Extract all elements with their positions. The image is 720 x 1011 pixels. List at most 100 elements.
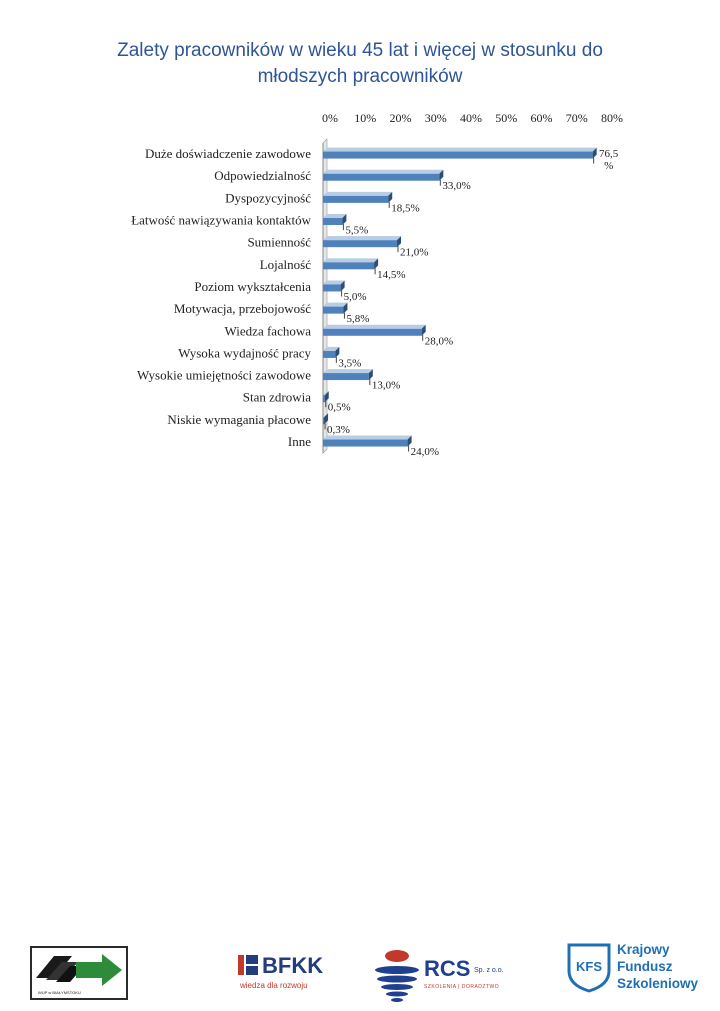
category-label: Poziom wykształcenia xyxy=(194,279,311,294)
bar-side-face xyxy=(421,324,426,336)
bar-top-face xyxy=(323,369,373,374)
bar xyxy=(323,262,375,270)
x-tick-label: 20% xyxy=(390,111,412,125)
bar-top-face xyxy=(323,214,347,219)
kfs-logo: KFS Krajowy Fundusz Szkoleniowy xyxy=(565,941,698,998)
axis-wall xyxy=(322,138,328,454)
bar-side-face xyxy=(340,280,345,292)
bar xyxy=(323,306,344,314)
data-label: 3,5% xyxy=(338,357,361,369)
bar xyxy=(323,240,398,248)
data-label: 21,0% xyxy=(400,247,428,259)
x-tick-label: 60% xyxy=(531,111,553,125)
bar-top-face xyxy=(323,280,345,285)
bar-side-face xyxy=(342,214,347,226)
wup-logo-text: WUP w BIAŁYMSTOKU xyxy=(38,990,81,995)
bar-top-face xyxy=(323,302,348,307)
kfs-line-1: Krajowy xyxy=(617,942,670,957)
bar-side-face xyxy=(324,391,329,403)
data-label: 0,3% xyxy=(327,424,350,436)
bar-side-face xyxy=(397,236,402,248)
category-label: Łatwość nawiązywania kontaktów xyxy=(131,213,311,228)
bar-side-face xyxy=(335,346,340,358)
data-label: 5,5% xyxy=(345,225,368,237)
footer-logos: WUP w BIAŁYMSTOKU BFKK wiedza dla rozwoj… xyxy=(0,468,720,1002)
data-label: 5,8% xyxy=(346,313,369,325)
rcs-tagline: SZKOLENIA | DORADZTWO xyxy=(424,984,500,990)
data-label: % xyxy=(604,160,613,172)
bar-top-face xyxy=(323,191,393,196)
category-label: Wysoka wydajność pracy xyxy=(178,345,311,360)
x-tick-label: 0% xyxy=(322,111,338,125)
bar-side-face xyxy=(407,435,412,447)
kfs-line-2: Fundusz xyxy=(617,959,673,974)
bar xyxy=(323,173,440,181)
x-tick-label: 40% xyxy=(460,111,482,125)
bfkk-name: BFKK xyxy=(262,953,324,978)
category-label: Lojalność xyxy=(260,257,311,272)
chart-title-line-2: młodszych pracowników xyxy=(257,66,463,87)
data-label: 76,5 xyxy=(599,148,619,160)
data-label: 18,5% xyxy=(391,202,419,214)
bar-side-face xyxy=(374,258,379,270)
x-tick-label: 50% xyxy=(495,111,517,125)
bar-top-face xyxy=(323,346,340,351)
category-label: Odpowiedzialność xyxy=(214,168,311,183)
data-label: 13,0% xyxy=(372,380,400,392)
x-tick-label: 10% xyxy=(354,111,376,125)
category-label: Dyspozycyjność xyxy=(225,190,311,205)
data-label: 33,0% xyxy=(442,180,470,192)
wup-logo-graphic: WUP w BIAŁYMSTOKU xyxy=(36,954,122,995)
data-label: 28,0% xyxy=(425,335,453,347)
bar xyxy=(323,218,343,226)
bar xyxy=(323,350,336,358)
bar-top-face xyxy=(323,413,329,418)
rcs-name: RCS xyxy=(424,956,471,981)
bar-side-face xyxy=(343,302,348,314)
wup-logo: WUP w BIAŁYMSTOKU xyxy=(30,946,128,1000)
x-tick-label: 70% xyxy=(566,111,588,125)
bar-side-face xyxy=(439,169,444,181)
bar-top-face xyxy=(323,147,597,152)
bar-top-face xyxy=(323,169,444,174)
bar-side-face xyxy=(324,413,329,425)
chart-title-line-1: Zalety pracowników w wieku 45 lat i więc… xyxy=(117,40,603,61)
data-label: 24,0% xyxy=(411,446,439,458)
bar-top-face xyxy=(323,391,329,396)
bar xyxy=(323,284,341,292)
rcs-suffix: Sp. z o.o. xyxy=(474,967,504,974)
data-label: 5,0% xyxy=(344,291,367,303)
category-label: Wiedza fachowa xyxy=(225,323,312,338)
category-label: Motywacja, przebojowość xyxy=(174,301,311,316)
x-tick-label: 30% xyxy=(425,111,447,125)
bar-top-face xyxy=(323,435,412,440)
rcs-logo: RCS Sp. z o.o. SZKOLENIA | DORADZTWO xyxy=(372,946,504,1011)
bar xyxy=(323,395,325,403)
bar xyxy=(323,373,369,381)
bfkk-mark-icon xyxy=(238,955,258,975)
category-label: Sumienność xyxy=(247,235,311,250)
bar-top-face xyxy=(323,324,426,329)
bar-side-face xyxy=(388,191,393,203)
kfs-badge-text: KFS xyxy=(576,959,602,974)
bar-top-face xyxy=(323,258,379,263)
x-tick-label: 80% xyxy=(601,111,623,125)
kfs-line-3: Szkoleniowy xyxy=(617,976,699,991)
data-label: 14,5% xyxy=(377,269,405,281)
category-label: Duże doświadczenie zawodowe xyxy=(145,146,311,161)
data-label: 0,5% xyxy=(328,402,351,414)
bar-chart: 0% 10% 20% 30% 40% 50% 60% 70% 80% Duże doświadcz… xyxy=(131,111,623,458)
bar-side-face xyxy=(368,369,373,381)
category-label: Niskie wymagania płacowe xyxy=(167,412,311,427)
kfs-name: Krajowy Fundusz Szkoleniowy xyxy=(617,941,698,992)
category-label: Stan zdrowia xyxy=(243,390,311,405)
bar xyxy=(323,151,593,159)
chart-title: Zalety pracowników w wieku 45 lat i więc… xyxy=(20,38,700,90)
category-label: Inne xyxy=(288,434,311,449)
category-label: Wysokie umiejętności zawodowe xyxy=(137,368,311,383)
bar xyxy=(323,328,422,336)
bar xyxy=(323,195,389,203)
bar xyxy=(323,439,408,447)
bar-side-face xyxy=(592,147,597,159)
bfkk-tagline: wiedza dla rozwoju xyxy=(240,981,308,990)
